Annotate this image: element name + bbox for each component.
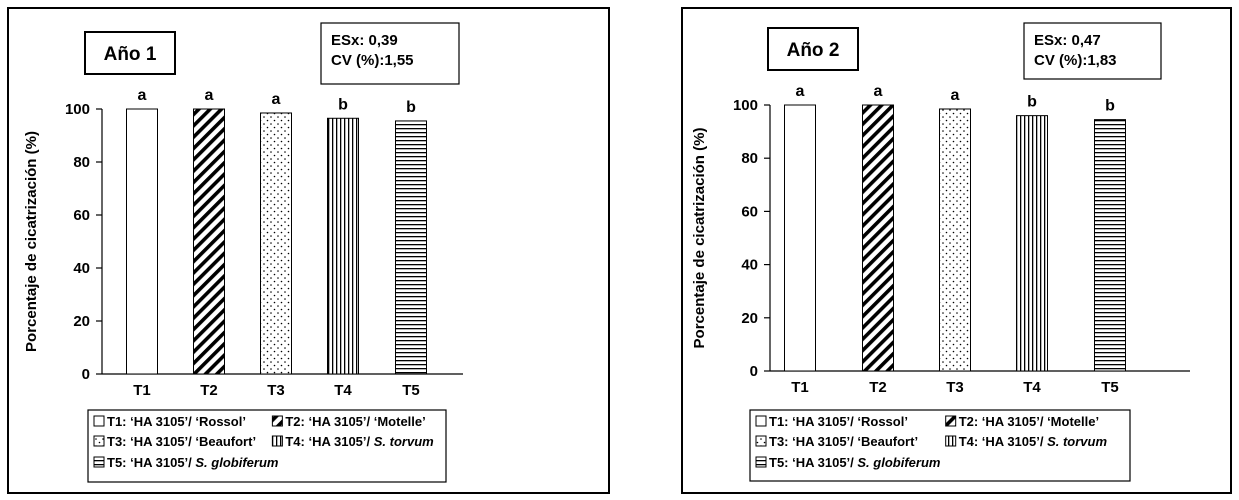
- chart-panel-1: Año 1 ESx: 0,39 CV (%):1,55 Porcentaje de c…: [7, 7, 610, 494]
- bar-T5: [395, 120, 427, 375]
- bar-T4: [1016, 115, 1048, 372]
- significance-letter: a: [951, 87, 960, 104]
- legend-swatch: [945, 415, 957, 427]
- y-tick-label: 60: [741, 203, 758, 220]
- legend-entry-T5: T5: ‘HA 3105’/ S. globiferum: [107, 455, 279, 470]
- legend-box: [87, 409, 447, 483]
- y-tick-label: 20: [741, 310, 758, 327]
- legend-swatch: [93, 415, 105, 427]
- stats-line-2: CV (%):1,83: [1034, 52, 1117, 69]
- stats-box: [1023, 22, 1162, 80]
- significance-letter: a: [874, 83, 883, 100]
- bar-T2: [862, 104, 894, 372]
- bar-T3: [260, 112, 292, 375]
- x-tick-label: T2: [200, 382, 218, 399]
- x-tick-label: T1: [133, 382, 151, 399]
- legend-entry-T1: T1: ‘HA 3105’/ ‘Rossol’: [107, 414, 246, 429]
- bar-T4: [327, 117, 359, 375]
- y-tick-label: 80: [741, 150, 758, 167]
- significance-letter: b: [338, 96, 348, 113]
- significance-letter: b: [406, 99, 416, 116]
- y-tick-label: 40: [73, 260, 90, 277]
- x-tick-label: T2: [869, 379, 887, 396]
- legend-swatch: [945, 435, 957, 447]
- significance-letter: a: [272, 91, 281, 108]
- y-tick-label: 40: [741, 257, 758, 274]
- significance-letter: a: [796, 83, 805, 100]
- legend-swatch: [755, 456, 767, 468]
- y-axis-label: Porcentaje de cicatrización (%): [23, 131, 40, 352]
- chart-title: Año 1: [104, 44, 157, 65]
- legend-entry-T2: T2: ‘HA 3105’/ ‘Motelle’: [959, 414, 1099, 429]
- significance-letter: b: [1105, 98, 1115, 115]
- legend-box: [749, 409, 1131, 482]
- stats-line-1: ESx: 0,47: [1034, 32, 1101, 49]
- y-tick-label: 0: [82, 366, 90, 383]
- y-tick-label: 100: [733, 97, 758, 114]
- legend-entry-T4: T4: ‘HA 3105’/ S. torvum: [959, 434, 1108, 449]
- significance-letter: a: [205, 87, 214, 104]
- legend-entry-T2: T2: ‘HA 3105’/ ‘Motelle’: [285, 414, 425, 429]
- stats-line-1: ESx: 0,39: [331, 32, 398, 49]
- legend-swatch: [755, 435, 767, 447]
- legend-swatch: [755, 415, 767, 427]
- legend-swatch: [271, 435, 283, 447]
- y-tick-label: 80: [73, 154, 90, 171]
- chart-title: Año 2: [787, 40, 840, 61]
- bar-T1: [126, 108, 158, 375]
- y-axis-label: Porcentaje de cicatrización (%): [691, 128, 708, 349]
- bar-T3: [939, 108, 971, 372]
- significance-letter: a: [138, 87, 147, 104]
- stats-box: [320, 22, 460, 85]
- y-tick-label: 100: [65, 101, 90, 118]
- legend-swatch: [93, 435, 105, 447]
- legend-entry-T3: T3: ‘HA 3105’/ ‘Beaufort’: [107, 434, 256, 449]
- significance-letter: b: [1027, 94, 1037, 111]
- x-tick-label: T4: [334, 382, 352, 399]
- legend-entry-T4: T4: ‘HA 3105’/ S. torvum: [285, 434, 434, 449]
- y-tick-label: 60: [73, 207, 90, 224]
- bar-T2: [193, 108, 225, 375]
- legend-entry-T5: T5: ‘HA 3105’/ S. globiferum: [769, 455, 941, 470]
- legend-swatch: [271, 415, 283, 427]
- bar-T1: [784, 104, 816, 372]
- y-tick-label: 0: [750, 363, 758, 380]
- x-tick-label: T3: [267, 382, 285, 399]
- legend-entry-T3: T3: ‘HA 3105’/ ‘Beaufort’: [769, 434, 918, 449]
- x-tick-label: T5: [402, 382, 420, 399]
- legend-entry-T1: T1: ‘HA 3105’/ ‘Rossol’: [769, 414, 908, 429]
- title-box: [767, 27, 859, 71]
- title-box: [84, 31, 176, 75]
- legend-swatch: [93, 456, 105, 468]
- x-tick-label: T5: [1101, 379, 1119, 396]
- chart-panel-2: Año 2 ESx: 0,47 CV (%):1,83 Porcentaje de c…: [681, 7, 1232, 494]
- stats-line-2: CV (%):1,55: [331, 52, 414, 69]
- y-tick-label: 20: [73, 313, 90, 330]
- x-tick-label: T3: [946, 379, 964, 396]
- x-tick-label: T1: [791, 379, 809, 396]
- x-tick-label: T4: [1023, 379, 1041, 396]
- bar-T5: [1094, 119, 1126, 372]
